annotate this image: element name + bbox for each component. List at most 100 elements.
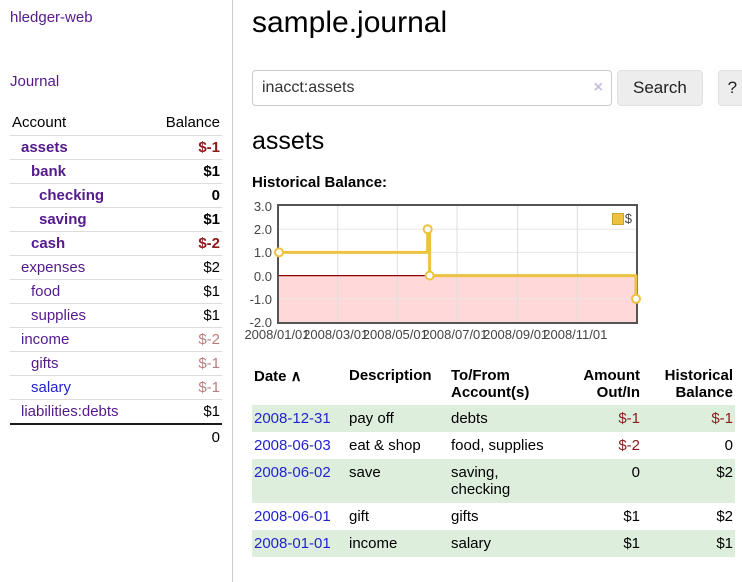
search-button[interactable]: Search: [617, 70, 703, 106]
transaction-row: 2008-06-02 save saving, checking 0 $2: [252, 459, 735, 503]
legend-label: $: [624, 211, 632, 226]
help-button[interactable]: ?: [717, 70, 742, 106]
account-link-cash[interactable]: cash: [31, 235, 66, 252]
transaction-balance: $2: [716, 508, 733, 525]
account-link-expenses[interactable]: expenses: [21, 259, 86, 276]
chart-legend: $: [611, 211, 632, 226]
legend-swatch-icon: [611, 212, 624, 225]
x-tick-label: 2008/01/01: [244, 327, 310, 342]
transaction-accounts: gifts: [451, 508, 479, 525]
transaction-accounts: food, supplies: [451, 437, 544, 454]
register-col-historical: Historical Balance: [664, 367, 733, 401]
transaction-balance: $-1: [711, 410, 733, 427]
transaction-accounts: debts: [451, 410, 488, 427]
account-link-saving[interactable]: saving: [39, 211, 87, 228]
account-balance: 0: [147, 183, 222, 208]
y-tick-label: 2.0: [253, 222, 272, 238]
transaction-balance: $1: [716, 535, 733, 552]
account-link-income[interactable]: income: [21, 331, 70, 348]
chart-svg: [274, 206, 641, 322]
transaction-row: 2008-01-01 income salary $1 $1: [252, 530, 735, 557]
accounts-header-balance: Balance: [165, 114, 220, 131]
transaction-date-cell: 2008-06-01: [252, 503, 347, 530]
account-row: salary $-1: [10, 375, 222, 400]
transaction-date-link[interactable]: 2008-06-01: [254, 508, 331, 525]
transaction-amount: 0: [631, 464, 640, 481]
register-col-amount: Amount Out/In: [583, 367, 640, 401]
x-tick-label: 2008/03/01: [303, 327, 369, 342]
transaction-date-link[interactable]: 2008-06-03: [254, 437, 331, 454]
main-content: sample.journal × Search ? assets Histori…: [233, 0, 742, 582]
account-link-supplies[interactable]: supplies: [31, 307, 87, 324]
account-link-liabilities-debts[interactable]: liabilities:debts: [21, 403, 119, 420]
y-axis-labels: 3.0 2.0 1.0 0.0 -1.0 -2.0: [244, 199, 272, 330]
account-balance: $-2: [147, 231, 222, 256]
accounts-table: Account Balance assets $-1 bank $1 checking 0…: [10, 111, 222, 449]
account-name-cell: gifts: [10, 351, 148, 376]
y-tick-label: 1.0: [253, 245, 272, 261]
transaction-date-link[interactable]: 2008-12-31: [254, 410, 331, 427]
transaction-description: income: [349, 535, 398, 552]
page-title: sample.journal: [252, 6, 448, 39]
account-balance: $1: [147, 303, 222, 328]
transaction-amount: $1: [623, 508, 640, 525]
hledger-web-link[interactable]: hledger-web: [10, 9, 93, 26]
account-row: supplies $1: [10, 303, 222, 328]
search-input[interactable]: [252, 70, 612, 106]
transaction-date-cell: 2008-06-02: [252, 459, 347, 503]
sidebar: hledger-web Journal Account Balance asse…: [0, 0, 233, 582]
transaction-description: eat & shop: [349, 437, 421, 454]
transaction-balance: $2: [716, 464, 733, 481]
x-tick-label: 2008/09/01: [483, 327, 549, 342]
accounts-total-row: 0: [10, 423, 222, 449]
transaction-description: save: [349, 464, 381, 481]
account-link-food[interactable]: food: [31, 283, 61, 300]
y-tick-label: 3.0: [253, 199, 272, 214]
account-balance: $-2: [147, 327, 222, 352]
register-col-description: Description: [349, 367, 432, 384]
account-row: liabilities:debts $1: [10, 399, 222, 424]
x-axis-labels: 2008/01/01 2008/03/01 2008/05/01 2008/07/01…: [244, 327, 634, 343]
transaction-row: 2008-06-03 eat & shop food, supplies $-2 0: [252, 432, 735, 459]
account-link-assets[interactable]: assets: [21, 139, 68, 156]
transaction-row: 2008-12-31 pay off debts $-1 $-1: [252, 405, 735, 432]
account-row: income $-2: [10, 327, 222, 352]
account-balance: $-1: [147, 135, 222, 160]
account-row: gifts $-1: [10, 351, 222, 376]
transaction-date-cell: 2008-06-03: [252, 432, 347, 459]
transaction-date-link[interactable]: 2008-01-01: [254, 535, 331, 552]
account-link-salary[interactable]: salary: [31, 379, 72, 396]
accounts-header-row: Account Balance: [10, 111, 222, 136]
transaction-date-cell: 2008-01-01: [252, 530, 347, 557]
chart-title: Historical Balance:: [252, 174, 388, 191]
transaction-description: pay off: [349, 410, 394, 427]
account-link-checking[interactable]: checking: [39, 187, 105, 204]
account-name-cell: saving: [10, 207, 148, 232]
account-balance: $1: [147, 399, 222, 424]
account-rows: assets $-1 bank $1 checking 0 saving $1 cash $-2 e…: [10, 135, 222, 424]
y-tick-label: -2.0: [249, 315, 272, 330]
transaction-date-link[interactable]: 2008-06-02: [254, 464, 331, 481]
account-balance: $2: [147, 255, 222, 280]
search-box: ×: [252, 70, 612, 106]
x-tick-label: 2008/11/01: [543, 327, 608, 342]
x-tick-label: 2008/05/01: [362, 327, 428, 342]
y-tick-label: -1.0: [249, 291, 272, 307]
transaction-accounts: salary: [451, 535, 492, 552]
account-row: checking 0: [10, 183, 222, 208]
sidebar-item-journal[interactable]: Journal: [10, 73, 60, 90]
transaction-amount: $-1: [618, 410, 640, 427]
account-balance: $-1: [147, 351, 222, 376]
account-row: assets $-1: [10, 135, 222, 160]
clear-search-icon[interactable]: ×: [593, 79, 603, 96]
chart-plot-area: $: [274, 204, 641, 324]
account-link-bank[interactable]: bank: [31, 163, 67, 180]
account-link-gifts[interactable]: gifts: [31, 355, 59, 372]
account-name-cell: assets: [10, 135, 148, 160]
account-heading: assets: [252, 127, 325, 155]
account-name-cell: bank: [10, 159, 148, 184]
account-balance: $1: [147, 159, 222, 184]
transaction-amount: $-2: [618, 437, 640, 454]
account-name-cell: supplies: [10, 303, 148, 328]
search-form: × Search ?: [252, 70, 742, 106]
